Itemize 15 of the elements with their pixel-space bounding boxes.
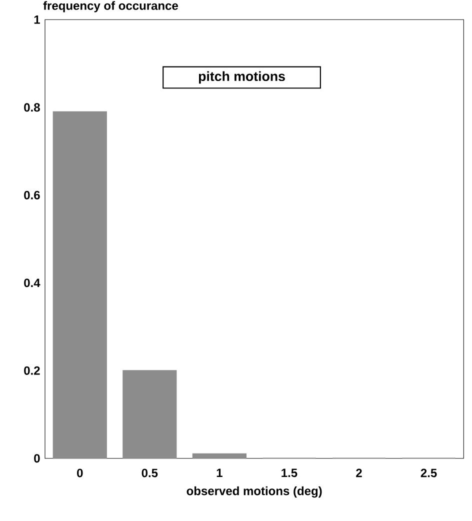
x-tick-label: 0 <box>77 468 83 478</box>
x-tick-label: 2 <box>356 468 362 478</box>
x-axis-title: observed motions (deg) <box>186 486 322 498</box>
y-tick-label: 0.8 <box>24 103 40 112</box>
x-tick-label: 1 <box>216 468 222 477</box>
x-tick-label: 0.5 <box>142 468 158 478</box>
y-axis-title: frequency of occurance <box>43 1 178 12</box>
text: pitch motions <box>198 71 285 84</box>
x-tick-label: 1.5 <box>282 468 298 478</box>
y-tick-label: 0.4 <box>24 278 40 288</box>
x-tick-label: 2.5 <box>420 468 437 478</box>
y-tick-label: 0.2 <box>24 366 40 375</box>
y-tick-label: 1 <box>34 16 40 24</box>
y-tick-label: 0 <box>34 454 40 463</box>
y-tick-label: 0.6 <box>24 190 40 200</box>
